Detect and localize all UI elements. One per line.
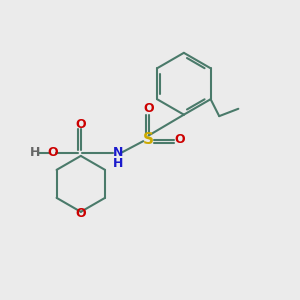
Text: N: N: [112, 146, 123, 159]
Text: H: H: [30, 146, 40, 159]
Text: O: O: [47, 146, 58, 159]
Text: O: O: [76, 118, 86, 130]
Text: H: H: [112, 157, 123, 170]
Text: O: O: [76, 207, 86, 220]
Text: S: S: [143, 132, 154, 147]
Text: O: O: [143, 102, 154, 115]
Text: O: O: [174, 133, 185, 146]
